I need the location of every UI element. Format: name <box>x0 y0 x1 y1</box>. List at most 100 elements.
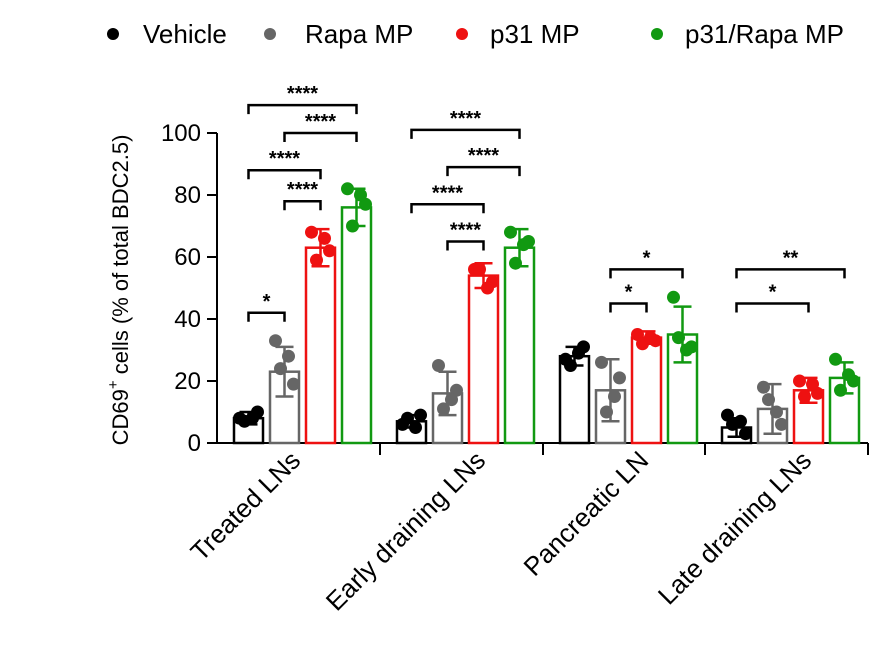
point-series3-cat3-0 <box>829 352 842 366</box>
significance-label-3: **** <box>305 111 336 133</box>
significance-bracket-8 <box>410 128 521 139</box>
point-series0-cat3-1 <box>739 427 752 441</box>
y-tick-label-60: 60 <box>174 244 201 271</box>
point-series3-cat3-3 <box>842 368 855 382</box>
point-series1-cat0-0 <box>269 334 282 348</box>
legend-item-rapa-mp: Rapa MP <box>264 19 413 49</box>
category-label-1: Early draining LNs <box>320 445 491 616</box>
significance-bracket-11 <box>735 302 810 313</box>
point-series2-cat3-0 <box>793 374 806 388</box>
point-series2-cat2-3 <box>644 331 657 345</box>
y-tick-label-40: 40 <box>174 306 201 333</box>
point-series0-cat2-3 <box>572 346 585 360</box>
point-series2-cat0-2 <box>310 253 323 267</box>
point-series0-cat1-3 <box>409 421 422 434</box>
significance-bracket-3 <box>283 131 358 142</box>
point-series1-cat2-0 <box>595 355 608 369</box>
plot-area: 0 20 40 60 80 100 Treated LNs Early draining LN… <box>161 83 869 616</box>
point-series1-cat0-2 <box>274 362 287 376</box>
point-series0-cat1-1 <box>414 408 427 422</box>
point-series1-cat1-0 <box>432 359 445 372</box>
point-series0-cat1-2 <box>401 411 414 425</box>
point-series1-cat0-1 <box>287 377 300 391</box>
legend-marker-rapa-mp <box>264 28 276 40</box>
significance-label-11: * <box>769 282 777 304</box>
category-label-2: Pancreatic LN <box>518 445 655 582</box>
legend-marker-vehicle <box>107 28 119 40</box>
y-tick-label-0: 0 <box>188 430 201 457</box>
y-tick-label-20: 20 <box>174 368 201 395</box>
category-label-3: Late draining LNs <box>652 445 817 610</box>
point-series2-cat0-0 <box>305 225 318 239</box>
point-series1-cat3-3 <box>770 405 783 419</box>
significance-bracket-7 <box>446 165 521 177</box>
y-tick-label-80: 80 <box>174 182 201 209</box>
legend-item-vehicle: Vehicle <box>107 19 227 49</box>
point-series3-cat0-2 <box>346 219 359 233</box>
significance-label-1: **** <box>287 179 318 201</box>
significance-label-8: **** <box>450 108 481 130</box>
point-series2-cat1-2 <box>473 262 486 276</box>
y-axis-label-rest: cells (% of total BDC2.5) <box>108 135 133 381</box>
y-axis-label: CD69+ cells (% of total BDC2.5) <box>105 135 133 446</box>
point-series3-cat0-3 <box>354 188 367 202</box>
point-series1-cat2-2 <box>600 405 613 419</box>
point-series3-cat1-3 <box>517 238 530 252</box>
significance-label-7: **** <box>468 145 499 167</box>
point-series3-cat1-2 <box>509 256 522 270</box>
legend-label-rapa-mp: Rapa MP <box>305 19 413 49</box>
significance-label-9: * <box>625 282 633 304</box>
category-label-0: Treated LNs <box>185 445 307 567</box>
point-series1-cat1-3 <box>445 393 458 407</box>
significance-label-10: * <box>643 247 651 269</box>
y-tick-label-100: 100 <box>161 120 201 147</box>
significance-bracket-0 <box>247 311 286 322</box>
significance-bracket-9 <box>609 302 648 313</box>
point-series1-cat3-2 <box>762 393 775 407</box>
significance-bracket-5 <box>446 240 485 251</box>
point-series2-cat0-3 <box>318 231 331 245</box>
point-series3-cat2-0 <box>667 290 680 304</box>
bar-series2-cat1 <box>467 274 500 445</box>
point-series1-cat3-0 <box>757 380 770 394</box>
significance-bracket-12 <box>735 268 846 279</box>
point-series3-cat0-0 <box>341 182 354 196</box>
point-series1-cat2-1 <box>613 371 626 385</box>
point-series1-cat0-3 <box>282 349 295 363</box>
significance-label-6: **** <box>432 182 463 204</box>
point-series0-cat3-3 <box>734 414 747 428</box>
legend-item-p31-rapa-mp: p31/Rapa MP <box>651 19 844 49</box>
legend-label-p31-rapa-mp: p31/Rapa MP <box>685 19 844 49</box>
point-series2-cat3-2 <box>798 390 811 403</box>
legend-marker-p31-mp <box>456 28 468 40</box>
significance-bracket-2 <box>247 168 322 180</box>
point-series3-cat3-2 <box>834 383 847 397</box>
point-series1-cat2-3 <box>608 390 621 403</box>
significance-label-4: **** <box>287 83 318 105</box>
legend-label-vehicle: Vehicle <box>143 19 227 49</box>
y-axis-label-main: CD69 <box>108 389 133 445</box>
bar-series3-cat0 <box>340 206 373 445</box>
legend: Vehicle Rapa MP p31 MP p31/Rapa MP <box>107 19 844 49</box>
significance-label-12: ** <box>783 247 799 269</box>
point-series3-cat2-3 <box>680 343 693 357</box>
bar-series2-cat2 <box>630 336 663 445</box>
bar-series3-cat1 <box>503 246 536 445</box>
y-axis-label-sup: + <box>105 380 122 389</box>
point-series3-cat2-2 <box>672 331 685 345</box>
legend-label-p31-mp: p31 MP <box>490 19 580 49</box>
legend-item-p31-mp: p31 MP <box>456 19 580 49</box>
bar-series0-cat2 <box>558 354 591 445</box>
point-series2-cat3-3 <box>806 377 819 391</box>
bar-series2-cat0 <box>304 246 337 445</box>
point-series0-cat0-3 <box>246 411 259 425</box>
point-series2-cat1-3 <box>481 281 494 295</box>
point-series0-cat2-2 <box>564 359 577 372</box>
point-series1-cat3-1 <box>775 417 788 431</box>
point-series3-cat1-0 <box>504 225 517 239</box>
significance-label-5: **** <box>450 220 481 242</box>
significance-bracket-10 <box>609 268 684 279</box>
significance-bracket-6 <box>410 203 485 214</box>
point-series2-cat0-1 <box>323 244 336 258</box>
